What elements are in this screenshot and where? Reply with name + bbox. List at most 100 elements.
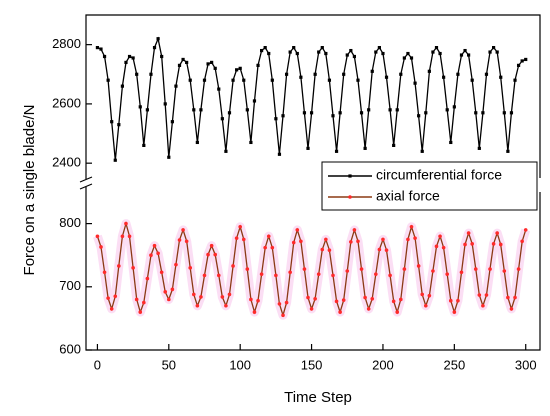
point: [113, 294, 118, 299]
point: [106, 78, 110, 82]
point: [366, 307, 371, 311]
point: [420, 149, 424, 153]
point: [213, 252, 218, 257]
point: [427, 293, 432, 298]
point: [174, 262, 178, 267]
point: [266, 234, 271, 239]
y-tick-label: 2600: [52, 95, 81, 110]
point: [516, 63, 521, 67]
point: [381, 237, 385, 242]
point: [388, 108, 392, 112]
point: [99, 245, 103, 249]
point: [481, 303, 485, 308]
point: [106, 296, 110, 300]
point: [260, 48, 264, 53]
point: [484, 72, 489, 76]
point: [202, 78, 207, 82]
point: [474, 111, 478, 115]
point: [124, 60, 128, 65]
point: [117, 264, 121, 268]
point: [149, 72, 153, 76]
point: [402, 267, 407, 271]
point: [292, 46, 296, 50]
point: [120, 84, 125, 88]
point: [427, 69, 431, 73]
x-tick-label: 100: [229, 357, 251, 372]
point: [245, 108, 249, 112]
point: [338, 111, 342, 115]
x-tick-label: 0: [94, 357, 101, 372]
point: [270, 78, 274, 82]
point: [263, 46, 267, 50]
point: [345, 53, 349, 57]
point: [331, 273, 335, 278]
point: [202, 273, 207, 278]
point: [370, 297, 375, 301]
point: [417, 114, 421, 118]
x-tick-label: 150: [301, 357, 323, 372]
legend-marker: [348, 174, 352, 178]
point: [516, 267, 521, 271]
point: [513, 295, 517, 300]
x-tick-label: 300: [515, 357, 537, 372]
point: [188, 78, 192, 82]
point: [374, 50, 378, 54]
point: [188, 266, 193, 270]
point: [256, 63, 260, 67]
point: [299, 75, 303, 79]
x-axis-label: Time Step: [284, 389, 352, 406]
point: [409, 56, 414, 60]
point: [434, 244, 439, 249]
point: [356, 78, 360, 82]
point: [513, 78, 517, 82]
point: [509, 307, 514, 311]
point: [284, 300, 289, 305]
point: [131, 266, 135, 270]
point: [259, 272, 264, 276]
point: [523, 228, 528, 232]
point: [409, 224, 414, 229]
point: [477, 146, 481, 150]
point: [309, 307, 314, 311]
point: [499, 75, 503, 79]
point: [249, 297, 253, 302]
point: [181, 228, 185, 232]
point: [163, 290, 168, 294]
y-tick-label: 800: [59, 215, 81, 230]
point: [448, 298, 453, 303]
point: [452, 310, 457, 314]
point: [463, 242, 467, 247]
point: [274, 117, 278, 121]
point: [359, 267, 364, 271]
point: [120, 234, 125, 239]
point: [131, 56, 135, 60]
point: [331, 114, 335, 118]
point: [367, 108, 371, 112]
point: [481, 111, 485, 115]
point: [392, 143, 396, 147]
point: [191, 292, 196, 297]
point: [270, 245, 275, 250]
point: [406, 237, 410, 242]
y-axis-label: Force on a single blade/N: [21, 105, 38, 276]
point: [384, 248, 389, 252]
point: [470, 242, 474, 246]
point: [227, 292, 232, 297]
point: [313, 297, 317, 301]
point: [399, 72, 403, 76]
point: [152, 46, 157, 50]
point: [206, 252, 210, 257]
point: [524, 57, 528, 62]
point: [102, 54, 107, 59]
point: [324, 237, 328, 242]
point: [445, 108, 449, 112]
point: [377, 247, 382, 252]
point: [388, 273, 392, 278]
point: [374, 272, 378, 276]
point: [384, 75, 389, 79]
point: [492, 46, 496, 50]
point: [491, 242, 496, 246]
point: [431, 269, 435, 273]
point: [160, 54, 164, 59]
point: [345, 269, 350, 273]
